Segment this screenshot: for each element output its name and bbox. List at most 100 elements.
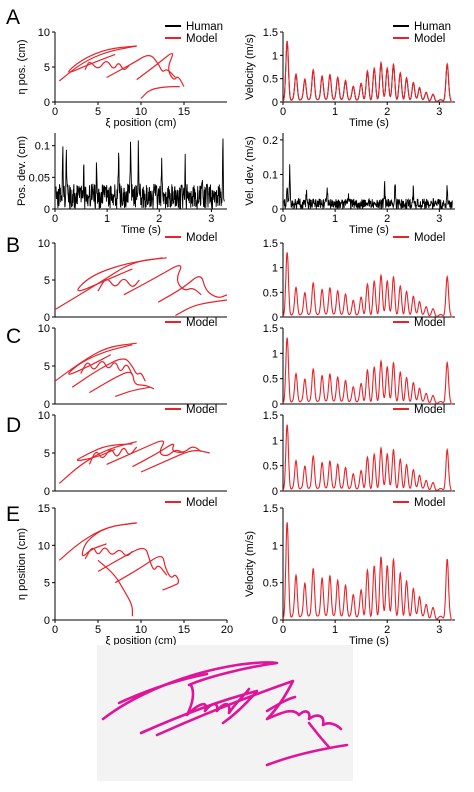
velocity-line-model <box>282 337 453 405</box>
y-tick-label: 10 <box>38 540 50 552</box>
x-tick-label: 2 <box>384 106 390 118</box>
y-tick-label: 0 <box>272 486 278 498</box>
y-tick-label: 0.1 <box>35 141 50 153</box>
trajectory-stroke-4 <box>157 276 228 303</box>
y-axis-label: Vel. dev. (m/s) <box>244 136 256 205</box>
y-tick-label: 0 <box>44 97 50 109</box>
legend-label-model: Model <box>186 317 217 329</box>
axes-A-veldev: 0 0.1 0.2 0 1 2 3 Time (s) Vel. dev. (m/s) <box>244 133 455 236</box>
trajectory-stroke-3 <box>71 358 146 388</box>
x-tick-label: 3 <box>436 106 442 118</box>
x-tick-label: 3 <box>436 213 442 225</box>
x-tick-label: 0 <box>280 624 286 636</box>
trajectory-stroke-1 <box>68 45 137 73</box>
trajectory-stroke-2 <box>80 361 133 376</box>
axes-D-traj: 0 5 10 Model <box>38 404 227 498</box>
y-tick-label: 1 <box>272 263 278 275</box>
y-tick-label: 1 <box>272 435 278 447</box>
x-tick-label: 0 <box>280 106 286 118</box>
trajectory-stroke-4 <box>97 547 168 576</box>
x-tick-label: 0 <box>52 624 58 636</box>
y-tick-label: 0 <box>44 615 50 627</box>
y-axis-label: η position (cm) <box>16 528 28 600</box>
x-tick-label: 15 <box>178 106 190 118</box>
x-axis-label: ξ position (cm) <box>106 117 177 129</box>
trajectory-stroke-3 <box>106 55 176 79</box>
trajectory-stroke-0 <box>58 45 137 82</box>
panel-label-e: E <box>6 503 20 526</box>
axes-E-vel: 0 0.5 1 1.5 0 1 2 3 Time (s) Velocity (m/s) Model <box>244 497 455 647</box>
legend-label-human: Human <box>414 21 451 33</box>
panel-label-b: B <box>6 234 20 257</box>
y-tick-label: 5 <box>44 578 50 590</box>
trajectory-stroke-2 <box>84 61 130 71</box>
axes-A-posdev: 0 0.05 0.1 0 1 2 3 Time (s) Pos. dev. (cm) <box>16 133 227 236</box>
y-tick-label: 1.5 <box>263 238 278 250</box>
y-tick-label: 5 <box>44 62 50 74</box>
y-tick-label: 0.2 <box>263 135 278 147</box>
y-tick-label: 1.5 <box>263 503 278 515</box>
axes-D-vel: 0 0.5 1 1.5 Model <box>263 404 455 498</box>
x-tick-label: 2 <box>156 213 162 225</box>
x-tick-label: 1 <box>104 213 110 225</box>
y-tick-label: 0 <box>272 97 278 109</box>
y-tick-label: 0 <box>272 615 278 627</box>
trajectory-stroke-4 <box>136 52 185 87</box>
legend-label-model: Model <box>186 404 217 416</box>
x-axis-label: ξ position (cm) <box>106 635 177 647</box>
y-tick-label: 10 <box>38 323 50 335</box>
panel-label-c: C <box>6 325 21 348</box>
y-tick-label: 1.5 <box>263 410 278 422</box>
y-tick-label: 0.5 <box>263 287 278 299</box>
y-tick-label: 10 <box>38 27 50 39</box>
y-axis-label: Velocity (m/s) <box>244 531 256 597</box>
legend-label-model: Model <box>414 497 445 509</box>
x-tick-label: 5 <box>95 624 101 636</box>
x-tick-label: 3 <box>436 624 442 636</box>
x-tick-label: 1 <box>332 624 338 636</box>
axes-C-vel: 0 0.5 1 1.5 Model <box>263 317 455 411</box>
trajectory-stroke-5 <box>140 450 210 473</box>
velocity-line-model <box>282 522 453 621</box>
y-axis-label: Pos. dev. (cm) <box>16 136 28 206</box>
y-tick-label: 10 <box>38 238 50 250</box>
y-tick-label: 0.1 <box>263 169 278 181</box>
legend-label-model: Model <box>186 497 217 509</box>
x-tick-label: 2 <box>384 213 390 225</box>
y-tick-label: 0.5 <box>263 578 278 590</box>
x-tick-label: 5 <box>95 106 101 118</box>
legend-label-model: Model <box>186 232 217 244</box>
x-tick-label: 15 <box>178 624 190 636</box>
y-tick-label: 1 <box>272 540 278 552</box>
axes-A-traj: 0 5 10 0 5 10 15ξ position (cm) η pos. (cm) Huma… <box>16 21 227 129</box>
trajectory-stroke-4 <box>132 443 202 468</box>
legend-label-model: Model <box>414 317 445 329</box>
y-tick-label: 5 <box>44 448 50 460</box>
legend-label-model: Model <box>414 404 445 416</box>
y-tick-label: 0 <box>44 399 50 411</box>
x-axis-label: Time (s) <box>349 224 389 236</box>
legend-label-human: Human <box>186 21 223 33</box>
y-tick-label: 0 <box>44 312 50 324</box>
y-tick-label: 0.5 <box>263 74 278 86</box>
trajectory-stroke-3 <box>106 440 185 465</box>
y-tick-label: 0 <box>272 399 278 411</box>
y-axis-label: Velocity (m/s) <box>244 34 256 100</box>
trajectory-stroke-3 <box>123 265 202 296</box>
x-axis-label: Time (s) <box>349 635 389 647</box>
y-tick-label: 0.5 <box>263 374 278 386</box>
x-tick-label: 0 <box>52 213 58 225</box>
panel-label-a: A <box>6 6 20 29</box>
y-tick-label: 0.05 <box>29 172 50 184</box>
deviation-line <box>283 164 453 210</box>
trajectory-stroke-5 <box>175 299 228 317</box>
trajectory-stroke-4 <box>89 371 155 394</box>
y-axis-label: η pos. (cm) <box>16 39 28 94</box>
y-tick-label: 1 <box>272 348 278 360</box>
y-tick-label: 0 <box>44 486 50 498</box>
trajectory-stroke-0 <box>97 559 133 617</box>
trajectory-stroke-0 <box>54 342 137 382</box>
x-tick-label: 0 <box>52 106 58 118</box>
trajectory-stroke-5 <box>140 86 180 99</box>
legend-label-model: Model <box>414 232 445 244</box>
